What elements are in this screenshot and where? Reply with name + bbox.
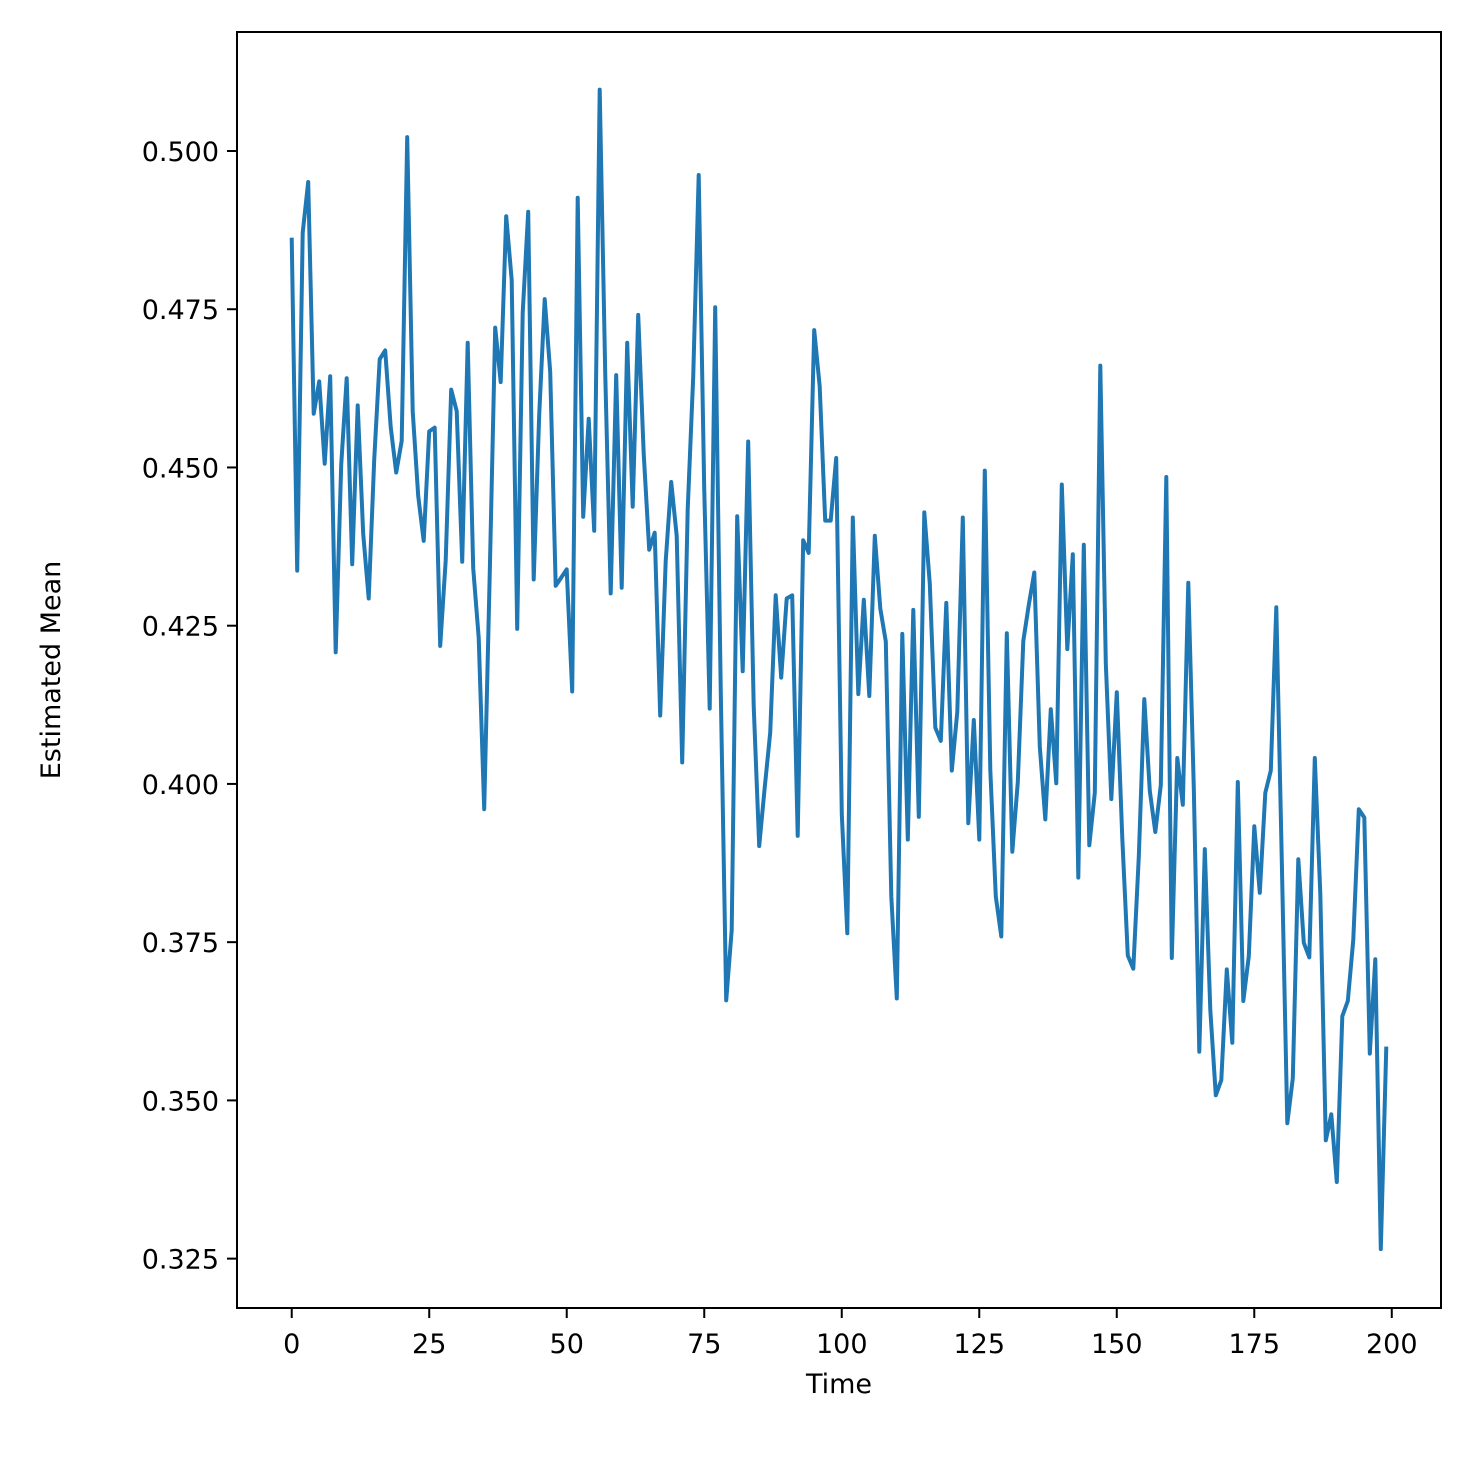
x-axis-ticks: 0 25 50 75 100 125 150 175 200 bbox=[283, 1308, 1418, 1360]
y-tick-label: 0.500 bbox=[142, 137, 219, 168]
y-tick-label: 0.375 bbox=[142, 928, 219, 959]
axes-frame bbox=[236, 31, 1442, 1309]
y-tick-label: 0.425 bbox=[142, 612, 219, 643]
y-tick-label: 0.450 bbox=[142, 453, 219, 484]
y-axis-label: Estimated Mean bbox=[36, 561, 67, 780]
y-tick-label: 0.325 bbox=[142, 1245, 219, 1276]
x-tick-label: 25 bbox=[412, 1329, 446, 1360]
y-tick-label: 0.350 bbox=[142, 1086, 219, 1117]
plot-area bbox=[289, 87, 1389, 1252]
y-tick-label: 0.400 bbox=[142, 770, 219, 801]
series-line-0 bbox=[289, 87, 1389, 1252]
x-tick-label: 75 bbox=[687, 1329, 721, 1360]
y-axis-ticks: 0.325 0.350 0.375 0.400 0.425 0.450 0.475 0.500 bbox=[142, 137, 237, 1276]
x-tick-label: 150 bbox=[1091, 1329, 1143, 1360]
x-tick-label: 125 bbox=[953, 1329, 1005, 1360]
x-tick-label: 50 bbox=[550, 1329, 584, 1360]
x-tick-label: 175 bbox=[1228, 1329, 1280, 1360]
x-tick-label: 200 bbox=[1366, 1329, 1418, 1360]
x-tick-label: 0 bbox=[283, 1329, 300, 1360]
y-tick-label: 0.475 bbox=[142, 295, 219, 326]
x-axis-label: Time bbox=[805, 1369, 872, 1400]
x-tick-label: 100 bbox=[816, 1329, 868, 1360]
